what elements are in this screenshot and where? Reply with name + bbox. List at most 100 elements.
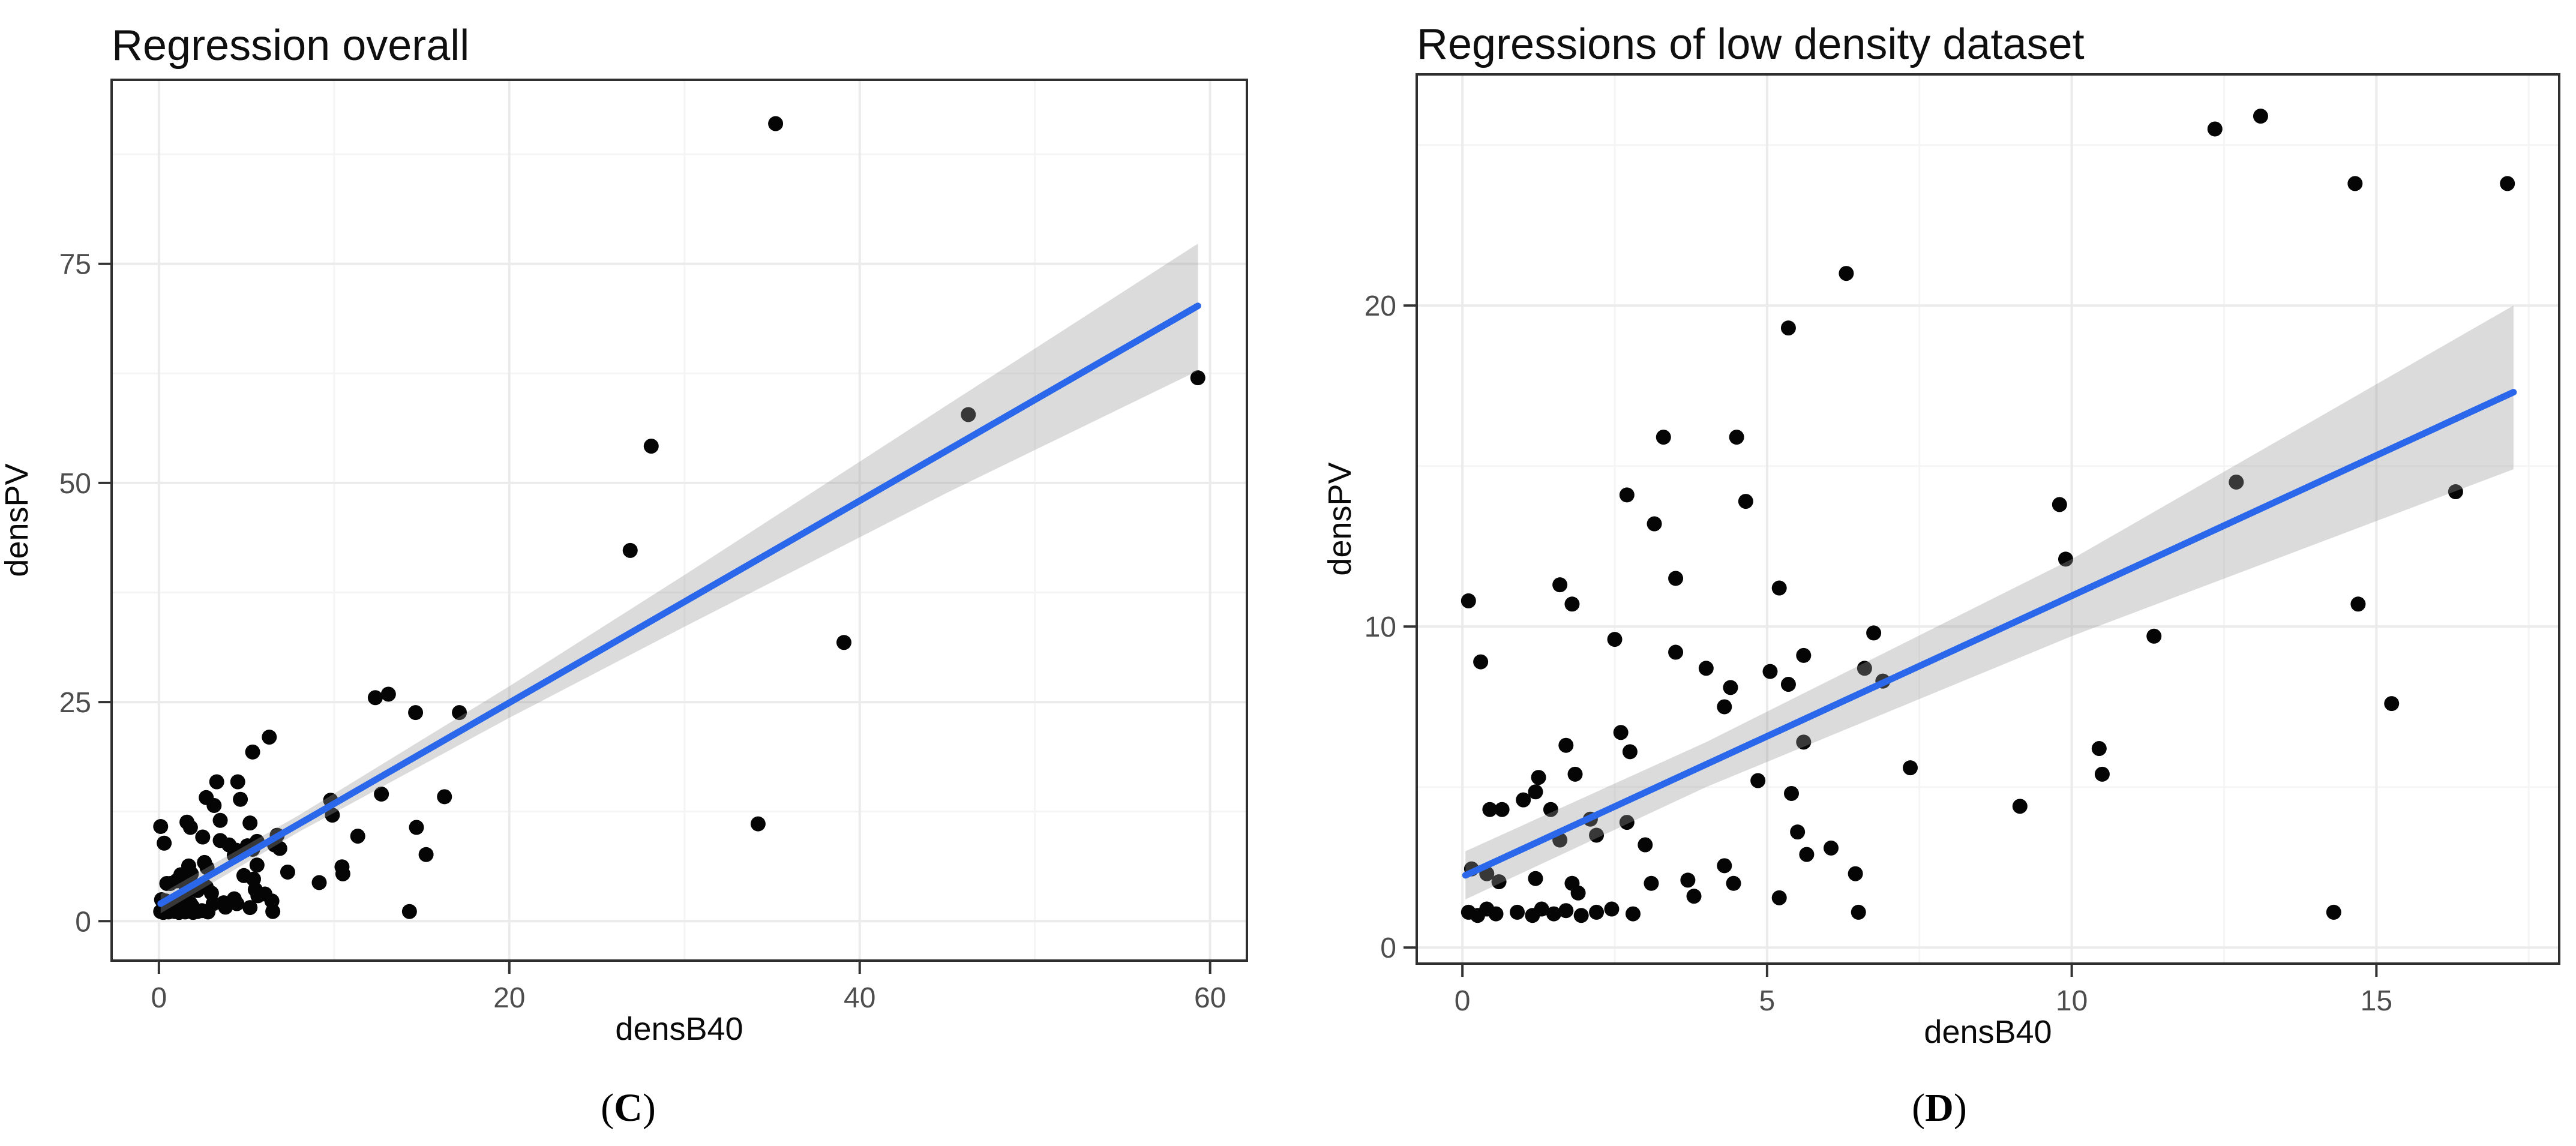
gridlines-major [112, 80, 1247, 961]
data-point [2012, 799, 2028, 814]
panel-caption: (D) [1912, 1086, 1967, 1130]
data-point [1589, 827, 1605, 843]
data-point [272, 841, 287, 856]
data-point [374, 786, 389, 802]
data-point [2500, 176, 2515, 191]
data-point [2448, 484, 2463, 500]
data-point [437, 789, 452, 805]
chart-title: Regression overall [112, 22, 469, 70]
data-point [1625, 906, 1641, 922]
y-tick-label: 10 [1365, 611, 1396, 643]
data-point [1607, 632, 1623, 647]
data-point [2091, 741, 2107, 757]
data-point [2207, 121, 2223, 137]
panel-border [110, 79, 1248, 962]
data-point [836, 635, 851, 650]
x-tick-label: 0 [1455, 985, 1471, 1017]
panel-background [112, 80, 1247, 961]
data-point [401, 904, 417, 919]
data-point [380, 686, 396, 702]
data-point [1570, 885, 1586, 901]
panel-border [1416, 73, 2560, 965]
data-point [1543, 802, 1558, 817]
data-point [206, 797, 222, 813]
data-point [1780, 320, 1796, 336]
y-tick-label: 20 [1365, 290, 1396, 322]
x-tick-label: 5 [1759, 985, 1776, 1017]
y-axis-label: densPV [0, 463, 35, 577]
data-point [335, 866, 350, 881]
data-point [1510, 904, 1525, 920]
data-point [1604, 901, 1620, 917]
y-tick-label: 0 [1380, 932, 1396, 964]
data-point [643, 439, 659, 454]
regression-line [1462, 389, 2517, 879]
data-point [1473, 654, 1489, 670]
data-point [1622, 744, 1638, 760]
y-axis-label: densPV [1322, 462, 1358, 575]
data-point [1790, 824, 1806, 840]
data-point [1558, 903, 1574, 919]
data-point [1491, 874, 1507, 890]
y-tick-label: 25 [59, 687, 91, 719]
data-point [1824, 840, 1839, 856]
data-point [153, 819, 169, 835]
data-point [1839, 266, 1854, 281]
data-point [750, 816, 766, 832]
scatter-plot-regression-overall: 0 20 40 60 0 25 50 75 Regression overall densB4… [0, 22, 1248, 1130]
x-tick-label: 40 [844, 982, 875, 1014]
data-point [212, 812, 228, 828]
data-point [1771, 890, 1787, 905]
data-point [1647, 516, 1662, 532]
data-point [2347, 176, 2363, 191]
data-point [1726, 875, 1741, 891]
y-tick-label: 75 [59, 249, 91, 281]
data-point [1461, 593, 1476, 608]
data-point [1796, 734, 1812, 750]
data-point [230, 774, 245, 790]
data-point [229, 896, 245, 911]
data-point [228, 842, 244, 858]
data-point [1762, 664, 1778, 679]
data-point [2253, 109, 2268, 124]
x-tick-label: 60 [1194, 982, 1226, 1014]
data-point [2094, 766, 2110, 782]
x-axis-label: densB40 [1924, 1014, 2052, 1050]
data-point [2350, 596, 2366, 612]
data-point [1190, 370, 1205, 386]
axis-ticks [1404, 304, 2378, 977]
data-point [1573, 908, 1589, 923]
y-tick-label: 0 [75, 906, 91, 938]
data-point [157, 835, 172, 851]
data-point [2058, 551, 2073, 567]
x-tick-label: 0 [151, 982, 167, 1014]
data-point [1848, 866, 1863, 881]
scatter-plot-low-density: 0 5 10 15 0 10 20 Regressions of low density d… [1322, 20, 2560, 1130]
data-point [265, 904, 281, 919]
data-point [622, 542, 638, 558]
data-point [2326, 904, 2341, 920]
data-point [184, 866, 199, 881]
data-point [1799, 847, 1815, 862]
panel-caption: (C) [601, 1086, 656, 1130]
data-point [1531, 770, 1546, 785]
data-point [1534, 901, 1549, 917]
data-point [249, 857, 265, 873]
data-point [1567, 766, 1583, 782]
x-tick-label: 10 [2056, 985, 2088, 1017]
confidence-band [160, 244, 1198, 914]
data-point [1619, 815, 1635, 830]
points-layer [1461, 109, 2515, 923]
axis-tick-labels: 0 20 40 60 0 25 50 75 [59, 249, 1226, 1014]
data-point [209, 774, 224, 790]
data-point [242, 900, 258, 916]
axis-ticks [98, 262, 1211, 974]
data-point [1851, 904, 1866, 920]
data-point [1516, 792, 1531, 808]
data-point [1494, 802, 1510, 817]
y-tick-label: 50 [59, 468, 91, 500]
data-point [2384, 696, 2400, 712]
data-point [1546, 906, 1561, 922]
data-point [280, 864, 295, 880]
data-point [2229, 474, 2244, 490]
